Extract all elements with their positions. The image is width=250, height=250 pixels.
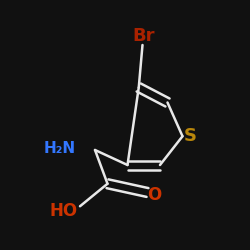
Text: Br: Br: [132, 27, 155, 45]
Text: HO: HO: [50, 202, 78, 220]
Text: S: S: [184, 127, 196, 145]
Text: H₂N: H₂N: [44, 141, 76, 156]
Text: O: O: [146, 186, 161, 204]
